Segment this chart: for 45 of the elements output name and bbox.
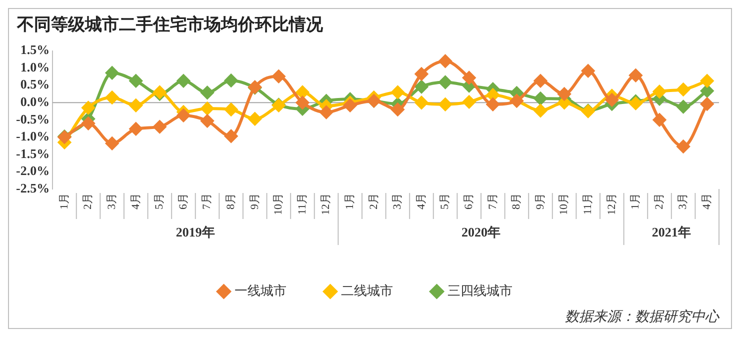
chart-title: 不同等级城市二手住宅市场均价环比情况	[16, 14, 324, 36]
legend-label: 一线城市	[234, 282, 286, 298]
x-tick-label: 8月	[224, 193, 237, 210]
text: 2021年	[652, 224, 691, 240]
x-tick-label: 4月	[130, 193, 142, 210]
x-tick-label: 7月	[486, 193, 499, 210]
x-tick-label: 3月	[677, 193, 690, 210]
x-tick-label: 9月	[534, 193, 546, 210]
x-tick-label: 12月	[320, 193, 332, 215]
y-tick-label: -1.0%	[16, 128, 50, 144]
x-tick-label: 1月	[58, 193, 70, 210]
text: 2019年	[176, 224, 215, 240]
y-tick-label: -2.0%	[16, 163, 50, 178]
x-tick-label: 5月	[439, 193, 452, 210]
x-tick-label: 4月	[415, 193, 428, 210]
x-tick-label: 1月	[630, 193, 642, 210]
x-tick-label: 6月	[462, 193, 475, 210]
x-tick-label: 2月	[82, 193, 94, 210]
x-tick-label: 4月	[700, 193, 713, 210]
x-tick-label: 7月	[201, 193, 214, 210]
source-note: 数据来源：数据研究中心	[564, 308, 720, 327]
y-tick-label: 0.0%	[20, 94, 50, 109]
x-tick-label: 3月	[106, 193, 118, 210]
x-tick-label: 2月	[368, 193, 380, 210]
x-tick-label: 3月	[392, 193, 404, 210]
x-tick-label: 5月	[154, 193, 166, 210]
y-tick-label: 0.5%	[20, 76, 50, 92]
x-tick-label: 11月	[582, 193, 594, 215]
x-tick-label: 2月	[653, 193, 666, 210]
x-tick-label: 10月	[558, 193, 570, 215]
x-tick-label: 12月	[606, 193, 618, 215]
x-tick-label: 10月	[272, 193, 285, 215]
x-tick-label: 11月	[296, 193, 308, 215]
x-tick-label: 1月	[344, 193, 356, 210]
y-tick-label: 1.5%	[20, 42, 50, 58]
y-tick-label: -1.5%	[16, 146, 50, 161]
legend-label: 三四线城市	[447, 282, 512, 298]
y-tick-label: 1.0%	[20, 59, 50, 74]
x-tick-label: 6月	[177, 193, 190, 210]
x-tick-label: 8月	[510, 193, 523, 210]
y-tick-label: -2.5%	[16, 180, 50, 196]
text: 2020年	[461, 224, 500, 240]
x-tick-label: 9月	[248, 193, 261, 210]
legend-label: 二线城市	[340, 282, 393, 298]
y-tick-label: -0.5%	[16, 111, 50, 126]
